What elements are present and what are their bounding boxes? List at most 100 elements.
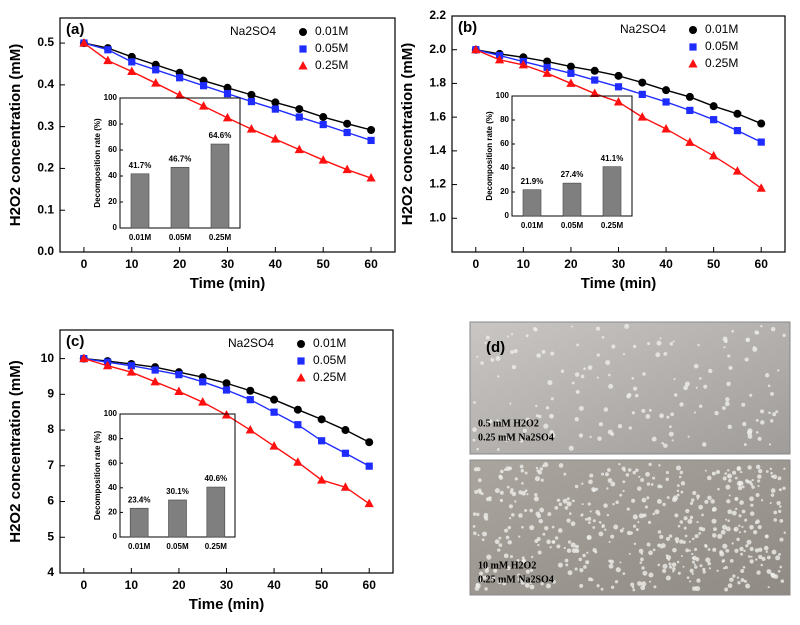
bubble [777, 369, 780, 372]
bubble [652, 548, 656, 552]
bubble [508, 516, 512, 520]
bubble [592, 526, 596, 529]
bubble [666, 496, 670, 499]
bubble [484, 341, 487, 344]
bubble [574, 484, 579, 489]
bubble [675, 540, 679, 544]
bubble [717, 487, 720, 491]
bubble [498, 543, 503, 547]
bubble [606, 513, 610, 517]
bubble [739, 546, 744, 552]
bubble [622, 572, 626, 576]
bubble [513, 348, 518, 354]
bubble [770, 471, 773, 475]
bubble [648, 550, 653, 556]
bubble [534, 493, 538, 497]
bubble [778, 553, 781, 556]
bubble [673, 377, 676, 381]
legend-marker [297, 340, 305, 348]
x-tick-label: 30 [612, 257, 626, 271]
bubble [514, 500, 517, 503]
bubble [524, 471, 528, 475]
bubble [725, 484, 731, 490]
bubble [669, 425, 672, 429]
marker [103, 55, 113, 65]
bubble [529, 584, 535, 590]
bubble [494, 488, 500, 494]
legend-marker [296, 373, 306, 382]
bubble [521, 556, 525, 560]
bubble [754, 521, 758, 525]
bubble [570, 542, 576, 548]
bubble [680, 554, 683, 557]
marker [269, 441, 279, 450]
y-tick-label: 2.0 [429, 42, 446, 56]
bubble [506, 335, 509, 338]
y-tick-label: 80 [108, 119, 117, 128]
bubble [671, 570, 675, 573]
bubble [763, 545, 769, 551]
y-tick-label: 0 [113, 532, 118, 541]
x-tick-label: 0 [81, 257, 88, 271]
bubble [721, 406, 726, 410]
bubble [503, 553, 509, 559]
bubble [722, 543, 728, 549]
bubble [738, 514, 742, 518]
marker [757, 138, 765, 146]
bubble [546, 539, 551, 545]
bubble [546, 583, 551, 589]
bubble [632, 524, 637, 528]
bubble [476, 447, 479, 451]
bubble [757, 468, 763, 474]
bubble [540, 478, 544, 482]
bubble [746, 338, 750, 342]
bubble [630, 582, 635, 587]
y-tick-label: 40 [500, 163, 509, 172]
bubble [676, 465, 682, 471]
bubble [632, 588, 636, 592]
bubble [747, 428, 753, 434]
bubble [749, 525, 754, 530]
bubble [543, 462, 549, 468]
bubble [529, 508, 534, 513]
bubble [598, 422, 603, 427]
bubble [685, 508, 690, 514]
x-tick-label: 0 [80, 578, 87, 592]
photo-caption: 0.25 mM Na2SO4 [478, 574, 554, 585]
x-tick-label: 50 [317, 257, 331, 271]
bubble [711, 472, 715, 475]
y-tick-label: 40 [108, 483, 117, 492]
bubble [566, 548, 572, 553]
legend-marker [689, 43, 697, 51]
bubble [689, 501, 694, 505]
marker [270, 408, 278, 416]
bubble [587, 521, 591, 524]
bubble [647, 520, 652, 525]
legend-label: 0.05M [313, 353, 346, 367]
bubble [667, 558, 670, 561]
x-axis-label: Time (min) [189, 596, 265, 613]
legend-label: 0.05M [315, 41, 348, 55]
bubble [574, 372, 580, 377]
bubble [694, 565, 698, 569]
bubble [566, 518, 571, 523]
marker [518, 59, 528, 69]
bubble [547, 512, 552, 517]
bubble [783, 467, 786, 470]
bubble [743, 443, 747, 447]
bubble [502, 581, 507, 586]
marker [222, 386, 231, 394]
bubble [607, 468, 611, 472]
x-tick-label: 20 [173, 257, 187, 271]
bubble [778, 509, 782, 513]
marker [638, 78, 647, 87]
bubble [631, 376, 635, 380]
bubble [641, 497, 647, 503]
bubble [695, 585, 701, 592]
marker [709, 150, 719, 160]
bubble [530, 555, 534, 559]
bubble [625, 473, 630, 477]
bubble [717, 533, 723, 539]
y-tick-label: 9 [47, 386, 54, 400]
bubble [722, 567, 726, 570]
